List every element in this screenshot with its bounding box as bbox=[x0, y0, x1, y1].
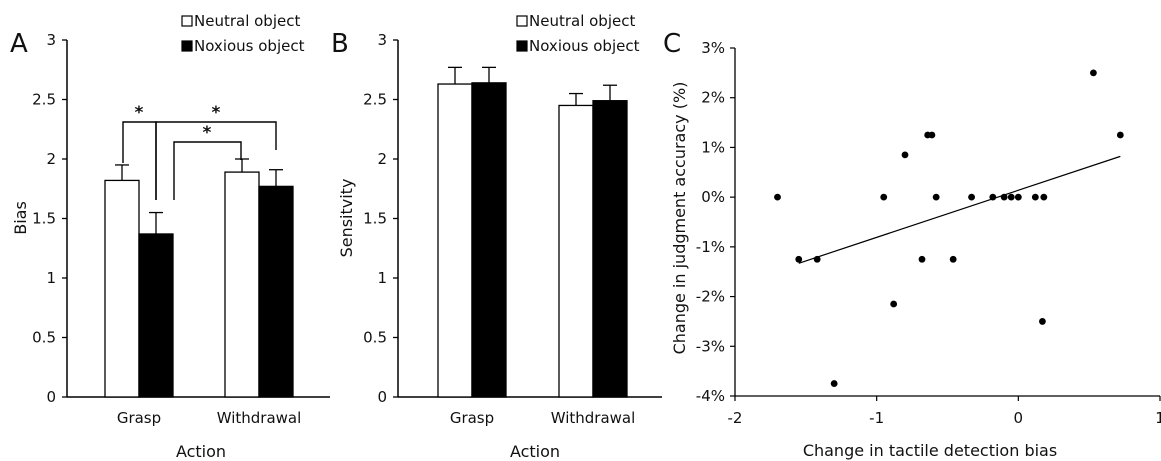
bar-neutral bbox=[104, 179, 140, 398]
legend-label-noxious: Noxious object bbox=[194, 37, 305, 55]
y-tick-label: -4% bbox=[696, 387, 725, 405]
y-tick-label: 0.5 bbox=[32, 329, 56, 347]
legend-swatch-noxious bbox=[181, 40, 193, 52]
bar-noxious bbox=[471, 82, 507, 398]
legend-label-neutral: Neutral object bbox=[529, 12, 635, 30]
x-tick-label: 1 bbox=[1155, 409, 1161, 427]
scatter-point bbox=[774, 193, 781, 201]
y-tick-label: 3 bbox=[46, 31, 56, 49]
y-tick-label: 1.5 bbox=[32, 210, 56, 228]
panel-b-letter: B bbox=[331, 29, 349, 59]
bracket-grasp-noxious-withdrawal-neutral bbox=[173, 141, 242, 200]
panel-b-legend: Neutral object Noxious object bbox=[516, 12, 640, 55]
scatter-point bbox=[813, 255, 821, 263]
panel-c-xlabel: Change in tactile detection bias bbox=[803, 441, 1057, 460]
y-tick-label: 2.5 bbox=[363, 91, 387, 109]
y-tick-label: 3% bbox=[701, 39, 725, 57]
scatter-point bbox=[1031, 193, 1039, 201]
legend-swatch-neutral bbox=[181, 15, 193, 27]
scatter-point bbox=[795, 255, 803, 263]
scatter-point bbox=[932, 193, 940, 201]
panel-b-sensitivity-chart: B Sensitvity Action Neutral object Noxio… bbox=[331, 12, 662, 461]
scatter-point bbox=[1040, 193, 1048, 201]
y-tick-label: 0.5 bbox=[363, 329, 387, 347]
x-category-label: Grasp bbox=[450, 409, 494, 427]
y-tick-label: 1.5 bbox=[363, 210, 387, 228]
bar-noxious bbox=[138, 233, 174, 398]
scatter-point bbox=[830, 380, 838, 387]
bracket-grasp-noxious-withdrawal-noxious bbox=[155, 121, 277, 200]
scatter-point bbox=[1007, 193, 1015, 201]
y-tick-label: 0 bbox=[377, 388, 387, 406]
legend-swatch-neutral bbox=[516, 15, 528, 27]
panel-c-ylabel: Change in judgment accuracy (%) bbox=[670, 82, 689, 355]
y-tick-label: 0 bbox=[46, 388, 56, 406]
y-tick-label: 1 bbox=[46, 269, 56, 287]
scatter-point bbox=[1116, 131, 1124, 139]
bar-noxious bbox=[258, 185, 294, 398]
x-category-label: Withdrawal bbox=[217, 409, 302, 427]
panel-a-significance-brackets bbox=[122, 121, 277, 200]
significance-star-2: * bbox=[212, 103, 221, 123]
scatter-point bbox=[1090, 69, 1097, 77]
y-tick-label: 2% bbox=[701, 89, 725, 107]
scatter-point bbox=[918, 255, 926, 263]
x-tick-label: -2 bbox=[728, 409, 743, 427]
panel-b-xlabel: Action bbox=[510, 442, 560, 461]
scatter-point bbox=[1039, 318, 1046, 325]
legend-label-noxious: Noxious object bbox=[529, 37, 640, 55]
panel-a-ylabel: Bias bbox=[11, 201, 30, 235]
panel-a-legend: Neutral object Noxious object bbox=[181, 12, 305, 55]
y-tick-label: 1% bbox=[701, 138, 725, 156]
y-tick-label: -2% bbox=[696, 288, 725, 306]
scatter-point bbox=[890, 300, 898, 308]
bar-neutral bbox=[224, 171, 260, 398]
panel-c-letter: C bbox=[663, 29, 681, 59]
y-tick-label: 2 bbox=[46, 150, 56, 168]
x-category-label: Grasp bbox=[117, 409, 161, 427]
scatter-point bbox=[968, 193, 975, 201]
significance-star-3: * bbox=[203, 123, 212, 143]
scatter-point bbox=[1014, 193, 1022, 201]
panel-a-xlabel: Action bbox=[176, 442, 226, 461]
bar-noxious bbox=[592, 100, 628, 398]
x-category-label: Withdrawal bbox=[551, 409, 636, 427]
trendline bbox=[798, 155, 1121, 264]
scatter-point bbox=[989, 193, 997, 201]
y-tick-label: -1% bbox=[696, 238, 725, 256]
scatter-point bbox=[901, 151, 909, 159]
panel-b-ylabel: Sensitvity bbox=[337, 179, 356, 258]
significance-star-1: * bbox=[135, 103, 144, 123]
x-tick-label: -1 bbox=[869, 409, 884, 427]
scatter-point bbox=[1000, 193, 1008, 201]
scatter-point bbox=[949, 255, 957, 263]
y-tick-label: 2 bbox=[377, 150, 387, 168]
y-tick-label: -3% bbox=[696, 337, 725, 355]
legend-label-neutral: Neutral object bbox=[194, 12, 300, 30]
scatter-point bbox=[928, 131, 936, 139]
x-tick-label: 0 bbox=[1014, 409, 1024, 427]
bar-neutral bbox=[437, 83, 473, 398]
panel-c-scatter-chart: C Change in judgment accuracy (%) Change… bbox=[663, 29, 1161, 460]
y-tick-label: 3 bbox=[377, 31, 387, 49]
legend-swatch-noxious bbox=[516, 40, 528, 52]
bar-neutral bbox=[558, 104, 594, 398]
y-tick-label: 2.5 bbox=[32, 91, 56, 109]
y-tick-label: 0% bbox=[701, 188, 725, 206]
scatter-point bbox=[880, 193, 888, 201]
y-tick-label: 1 bbox=[377, 269, 387, 287]
panel-a-letter: A bbox=[10, 29, 28, 59]
panel-a-bias-chart: A Bias Action Neutral object Noxious obj… bbox=[10, 12, 330, 461]
